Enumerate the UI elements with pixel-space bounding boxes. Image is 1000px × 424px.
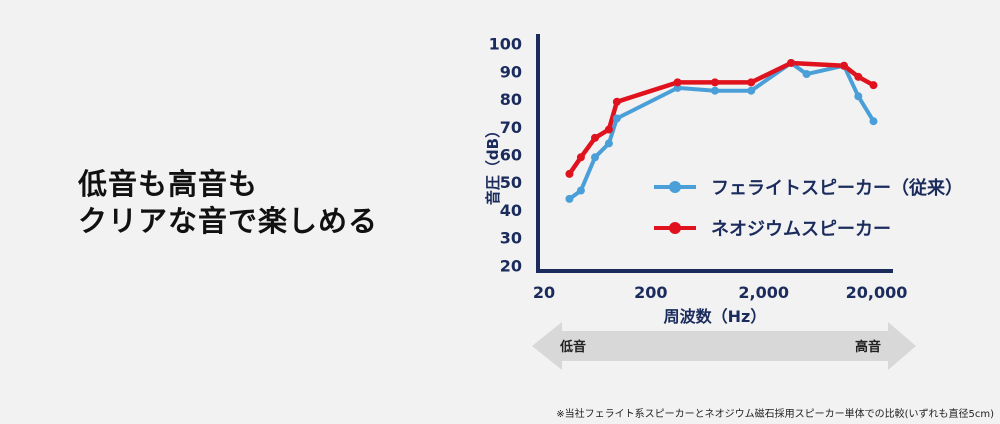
data-point bbox=[854, 92, 863, 101]
data-point bbox=[802, 70, 811, 79]
x-axis-title: 周波数（Hz） bbox=[664, 307, 767, 326]
data-point bbox=[673, 83, 682, 92]
x-tick-label: 200 bbox=[634, 283, 667, 302]
data-point bbox=[747, 86, 756, 95]
data-point bbox=[612, 97, 621, 106]
data-point bbox=[604, 125, 613, 134]
headline-line-2: クリアな音で楽しめる bbox=[78, 204, 379, 238]
legend-marker bbox=[669, 222, 681, 234]
y-tick-label: 60 bbox=[500, 146, 522, 165]
data-point bbox=[869, 81, 878, 90]
data-point bbox=[673, 78, 682, 87]
y-tick-label: 50 bbox=[500, 173, 522, 192]
data-point bbox=[604, 139, 613, 148]
y-tick-label: 30 bbox=[500, 229, 522, 248]
data-point bbox=[869, 117, 878, 126]
headline-line-1: 低音も高音も bbox=[78, 167, 259, 201]
data-point bbox=[590, 133, 599, 142]
data-point bbox=[612, 114, 621, 123]
y-tick-label: 40 bbox=[500, 201, 522, 220]
y-tick-label: 90 bbox=[500, 62, 522, 81]
y-tick-label: 100 bbox=[489, 35, 522, 54]
data-point bbox=[565, 194, 574, 203]
x-tick-label: 20,000 bbox=[846, 283, 908, 302]
legend-marker bbox=[669, 181, 681, 193]
x-tick-label: 20 bbox=[533, 283, 555, 302]
range-arrow-low-label: 低音 bbox=[559, 339, 586, 355]
y-tick-label: 80 bbox=[500, 90, 522, 109]
x-tick-label: 2,000 bbox=[738, 283, 789, 302]
data-point bbox=[839, 61, 848, 70]
footnote: ※当社フェライト系スピーカーとネオジウム磁石採用スピーカー単体での比較(いずれも… bbox=[556, 409, 994, 420]
data-point bbox=[747, 78, 756, 87]
data-point bbox=[565, 169, 574, 178]
y-tick-label: 20 bbox=[500, 256, 522, 275]
data-point bbox=[590, 153, 599, 162]
range-arrow-high-label: 高音 bbox=[855, 339, 881, 355]
range-arrow bbox=[532, 322, 916, 370]
legend-label: ネオジウムスピーカー bbox=[711, 219, 891, 240]
data-point bbox=[787, 58, 796, 67]
data-point bbox=[710, 78, 719, 87]
legend-label: フェライトスピーカー（従来） bbox=[711, 177, 963, 199]
y-axis-title: 音圧（dB） bbox=[484, 123, 502, 205]
data-point bbox=[576, 186, 585, 195]
data-point bbox=[576, 153, 585, 162]
data-point bbox=[854, 72, 863, 81]
y-tick-label: 70 bbox=[500, 118, 522, 137]
headline: 低音も高音も クリアな音で楽しめる bbox=[78, 166, 378, 240]
data-point bbox=[710, 86, 719, 95]
